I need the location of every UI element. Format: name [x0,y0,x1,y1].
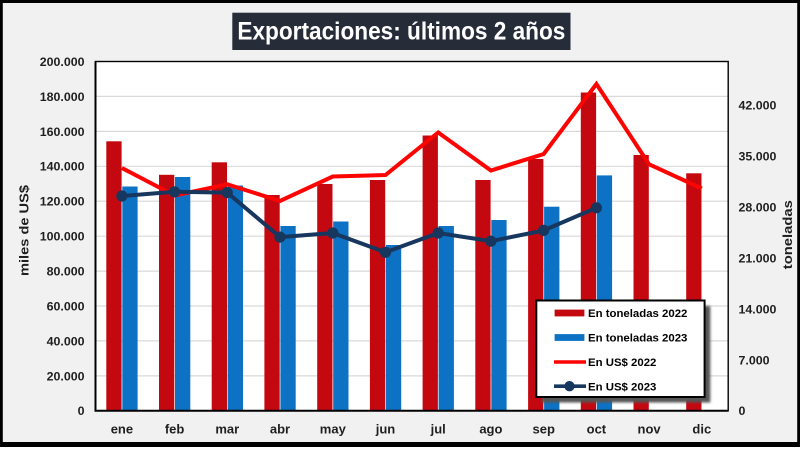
svg-text:80.000: 80.000 [47,265,85,279]
svg-text:oct: oct [587,422,607,437]
svg-text:ene: ene [111,422,133,437]
svg-text:toneladas: toneladas [780,200,795,269]
svg-text:0: 0 [739,404,746,418]
svg-text:7.000: 7.000 [739,353,770,367]
svg-text:En toneladas 2022: En toneladas 2022 [588,308,687,320]
svg-text:feb: feb [165,422,185,437]
svg-text:120.000: 120.000 [40,195,85,209]
svg-text:En toneladas 2023: En toneladas 2023 [588,333,687,345]
svg-text:40.000: 40.000 [47,334,85,348]
svg-text:jul: jul [430,422,446,437]
svg-text:dic: dic [692,422,711,437]
svg-text:35.000: 35.000 [739,150,777,164]
svg-text:mar: mar [215,422,239,437]
svg-text:14.000: 14.000 [739,302,777,316]
svg-text:140.000: 140.000 [40,160,85,174]
svg-text:160.000: 160.000 [40,125,85,139]
svg-text:nov: nov [638,422,662,437]
svg-text:Exportaciones: últimos 2 años: Exportaciones: últimos 2 años [237,18,565,46]
svg-text:100.000: 100.000 [40,230,85,244]
svg-text:60.000: 60.000 [47,299,85,313]
svg-text:may: may [320,422,347,437]
svg-text:42.000: 42.000 [739,99,777,113]
svg-text:21.000: 21.000 [739,251,777,265]
svg-text:ago: ago [479,422,502,437]
svg-text:En US$ 2022: En US$ 2022 [588,357,656,369]
svg-text:En US$ 2023: En US$ 2023 [588,381,656,393]
svg-text:jun: jun [375,422,396,437]
svg-text:abr: abr [270,422,290,437]
svg-text:miles de US$: miles de US$ [17,184,32,276]
svg-text:180.000: 180.000 [40,90,85,104]
svg-text:20.000: 20.000 [47,369,85,383]
svg-text:0: 0 [78,404,85,418]
svg-text:28.000: 28.000 [739,200,777,214]
svg-text:sep: sep [532,422,554,437]
svg-text:200.000: 200.000 [40,55,85,69]
